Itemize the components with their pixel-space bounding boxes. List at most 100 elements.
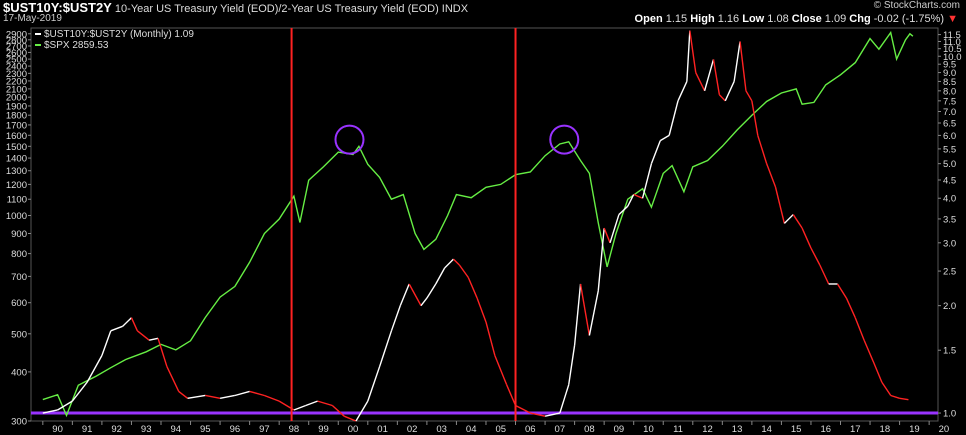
x-tick-label: 11 [673,424,683,435]
left-tick-label: 1200 [6,180,27,191]
right-tick-label: 2.5 [943,267,956,278]
right-tick-label: 10.5 [943,44,962,55]
x-tick-label: 94 [170,424,181,435]
right-tick-label: 3.5 [943,214,956,225]
ratio-series-segment [618,205,629,216]
right-tick-label: 6.5 [943,119,956,130]
x-tick-label: 10 [643,424,654,435]
ohlc-open-key: Open [634,13,663,25]
left-tick-label: 1700 [6,120,27,131]
plot-area [30,27,939,422]
ratio-series-segment [801,227,812,249]
symbol-label: $UST10Y:$UST2Y [3,0,112,15]
right-tick-label: 11.5 [943,30,961,41]
left-tick-label: 1900 [6,101,27,112]
ratio-series-segment [890,394,900,399]
ohlc-low-value: 1.08 [767,13,789,25]
ratio-series-segment [378,330,393,367]
ohlc-high-value: 1.16 [717,13,740,25]
x-tick-label: 98 [289,424,300,435]
ratio-series-segment [757,135,768,164]
right-tick-label: 5.0 [943,159,956,170]
x-tick-label: 15 [791,424,802,435]
left-tick-label: 1800 [6,111,27,122]
ratio-series-segment [110,325,123,332]
ratio-series-segment [494,355,508,386]
brand-watermark: © StockCharts.com [873,0,960,11]
ratio-series-segment [187,394,206,399]
ratio-series-segment [686,30,691,82]
ratio-series-segment [609,214,620,244]
ratio-series-segment [219,394,235,399]
ratio-series-segment [149,337,159,341]
x-tick-label: 97 [259,424,270,435]
right-tick-label: 4.5 [943,175,956,186]
right-tick-label: 1.5 [943,346,956,357]
ratio-series-segment [774,186,786,224]
right-tick-label: 10.0 [943,52,962,63]
ratio-series-segment [659,134,670,142]
ratio-series-segment [530,412,546,417]
ratio-series-segment [506,384,517,406]
left-tick-label: 2400 [6,62,27,73]
left-tick-label: 900 [11,229,27,240]
ohlc-high-key: High [690,13,715,25]
ratio-series-segment [515,404,531,414]
ratio-series-segment [724,81,735,102]
ratio-series-segment [86,355,103,383]
ratio-series-segment [435,267,446,285]
left-tick-label: 2600 [6,48,27,59]
ratio-series-segment [420,297,428,307]
ratio-series-segment [178,390,189,399]
ratio-series-segment [136,330,150,341]
ohlc-close-key: Close [791,13,822,25]
ratio-series-segment [783,214,794,224]
x-tick-label: 92 [111,424,122,435]
spx-series-line [42,30,914,418]
x-tick-label: 09 [614,424,625,435]
ratio-series-segment [467,277,478,299]
ratio-series-segment [568,345,576,385]
symbol-description: 10-Year US Treasury Yield (EOD)/2-Year U… [114,3,439,15]
right-tick-label: 11.0 [943,37,961,48]
ratio-series-segment [845,297,856,319]
ratio-series-segment [426,283,437,299]
ratio-series-segment [166,366,180,392]
ratio-series-segment [57,400,73,411]
x-tick-label: 95 [200,424,211,435]
x-tick-label: 93 [141,424,152,435]
ratio-series-segment [597,227,605,291]
ratio-series-segment [476,297,487,323]
right-tick-label: 2.0 [943,301,956,312]
ohlc-chg-key: Chg [849,13,871,25]
left-tick-label: 1500 [6,142,27,153]
ohlc-chg-value: -0.02 (-1.75%) [873,13,945,25]
x-tick-label: 12 [702,424,713,435]
left-tick-label: 2100 [6,84,27,95]
right-tick-label: 8.0 [943,86,956,97]
ratio-series-segment [544,412,560,417]
ratio-series-segment [765,163,777,188]
x-tick-label: 02 [407,424,418,435]
ratio-series-segment [390,305,401,332]
left-tick-label: 800 [11,249,27,260]
chart-date: 17-May-2019 [3,13,62,24]
ratio-series-segment [205,394,221,399]
ratio-series-segment [588,290,599,336]
x-tick-label: 20 [939,424,950,435]
ratio-series-segment [579,283,591,336]
ratio-series-segment [854,317,865,341]
ratio-series-segment [343,415,357,422]
ratio-series-segment [819,264,830,285]
ratio-series-segment [305,400,318,407]
left-tick-label: 400 [11,367,27,378]
left-tick-label: 2700 [6,41,27,52]
ratio-series-segment [355,400,369,422]
x-tick-label: 96 [230,424,241,435]
ratio-series-segment [633,193,643,199]
left-tick-label: 2300 [6,69,27,80]
ratio-series-segment [703,59,715,92]
ratio-series-segment [739,41,747,91]
x-tick-label: 06 [525,424,536,435]
